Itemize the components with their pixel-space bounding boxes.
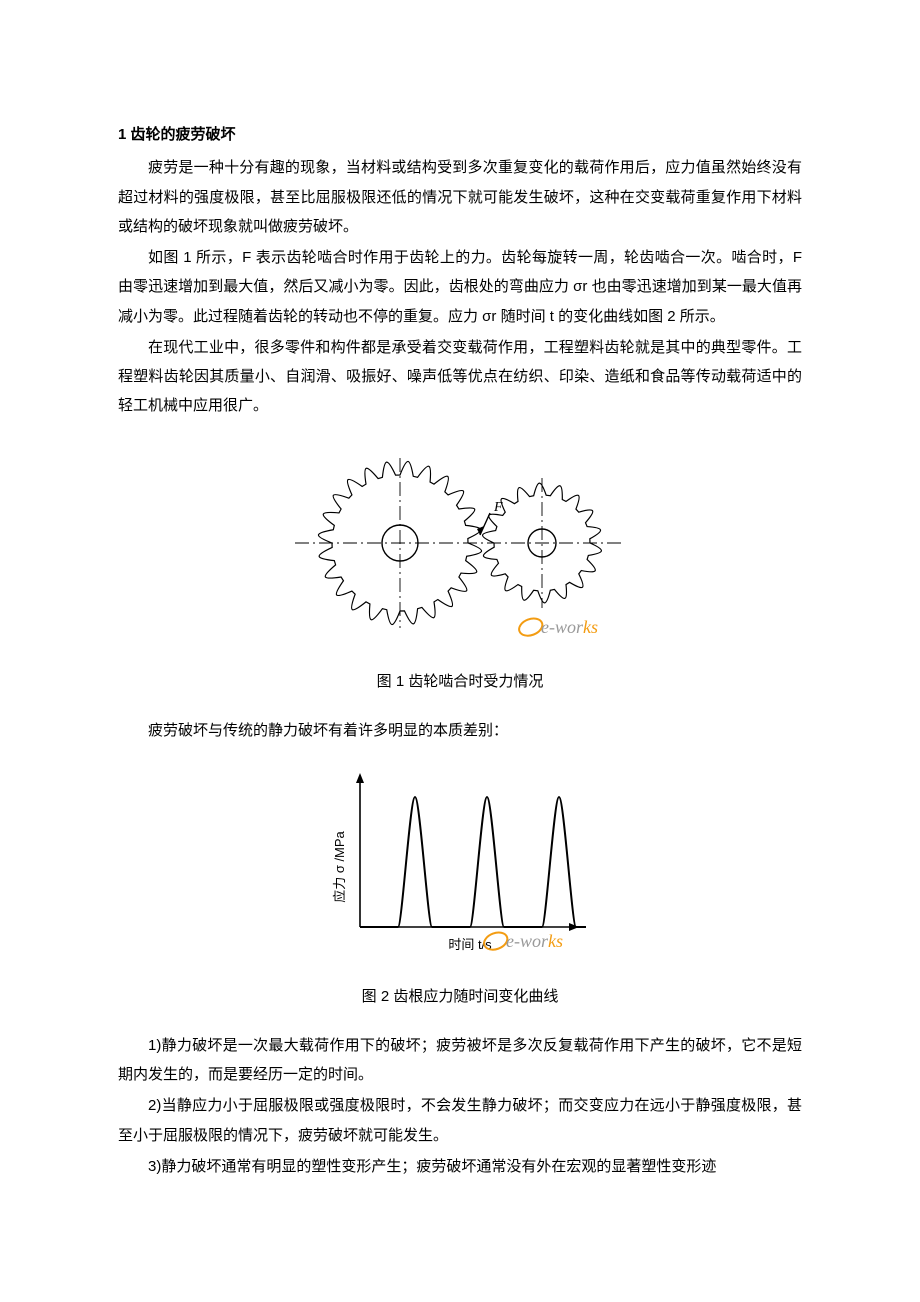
watermark-fig2: e-works	[482, 930, 563, 953]
diff-intro: 疲劳破坏与传统的静力破坏有着许多明显的本质差别：	[118, 716, 802, 745]
figure-2: 应力 σ /MPa 时间 t/s e-works 图 2 齿根应力随时间变化曲线	[118, 767, 802, 1011]
chart-ylabel: 应力 σ /MPa	[332, 831, 347, 903]
stress-time-chart: 应力 σ /MPa 时间 t/s e-works	[330, 767, 590, 957]
document-page: 1 齿轮的疲劳破坏 疲劳是一种十分有趣的现象，当材料或结构受到多次重复变化的载荷…	[0, 0, 920, 1243]
paragraph-3: 在现代工业中，很多零件和构件都是承受着交变载荷作用，工程塑料齿轮就是其中的典型零…	[118, 333, 802, 421]
paragraph-1: 疲劳是一种十分有趣的现象，当材料或结构受到多次重复变化的载荷作用后，应力值虽然始…	[118, 153, 802, 241]
section-heading: 1 齿轮的疲劳破坏	[118, 120, 802, 149]
watermark-fig1: e-works	[517, 615, 598, 638]
diff-2: 2)当静应力小于屈服极限或强度极限时，不会发生静力破坏；而交变应力在远小于静强度…	[118, 1091, 802, 1150]
force-label: F	[493, 500, 503, 515]
paragraph-2: 如图 1 所示，F 表示齿轮啮合时作用于齿轮上的力。齿轮每旋转一周，轮齿啮合一次…	[118, 243, 802, 331]
gear-mesh-diagram: F e-works	[290, 443, 630, 643]
diff-1: 1)静力破坏是一次最大载荷作用下的破坏；疲劳被坏是多次反复载荷作用下产生的破坏，…	[118, 1031, 802, 1090]
svg-text:e-works: e-works	[541, 617, 598, 637]
figure-1-caption: 图 1 齿轮啮合时受力情况	[118, 667, 802, 696]
force-arrow: F	[477, 500, 503, 535]
figure-2-caption: 图 2 齿根应力随时间变化曲线	[118, 982, 802, 1011]
svg-text:e-works: e-works	[506, 931, 563, 951]
figure-1: F e-works 图 1 齿轮啮合时受力情况	[118, 443, 802, 697]
diff-3: 3)静力破坏通常有明显的塑性变形产生；疲劳破坏通常没有外在宏观的显著塑性变形迹	[118, 1152, 802, 1181]
